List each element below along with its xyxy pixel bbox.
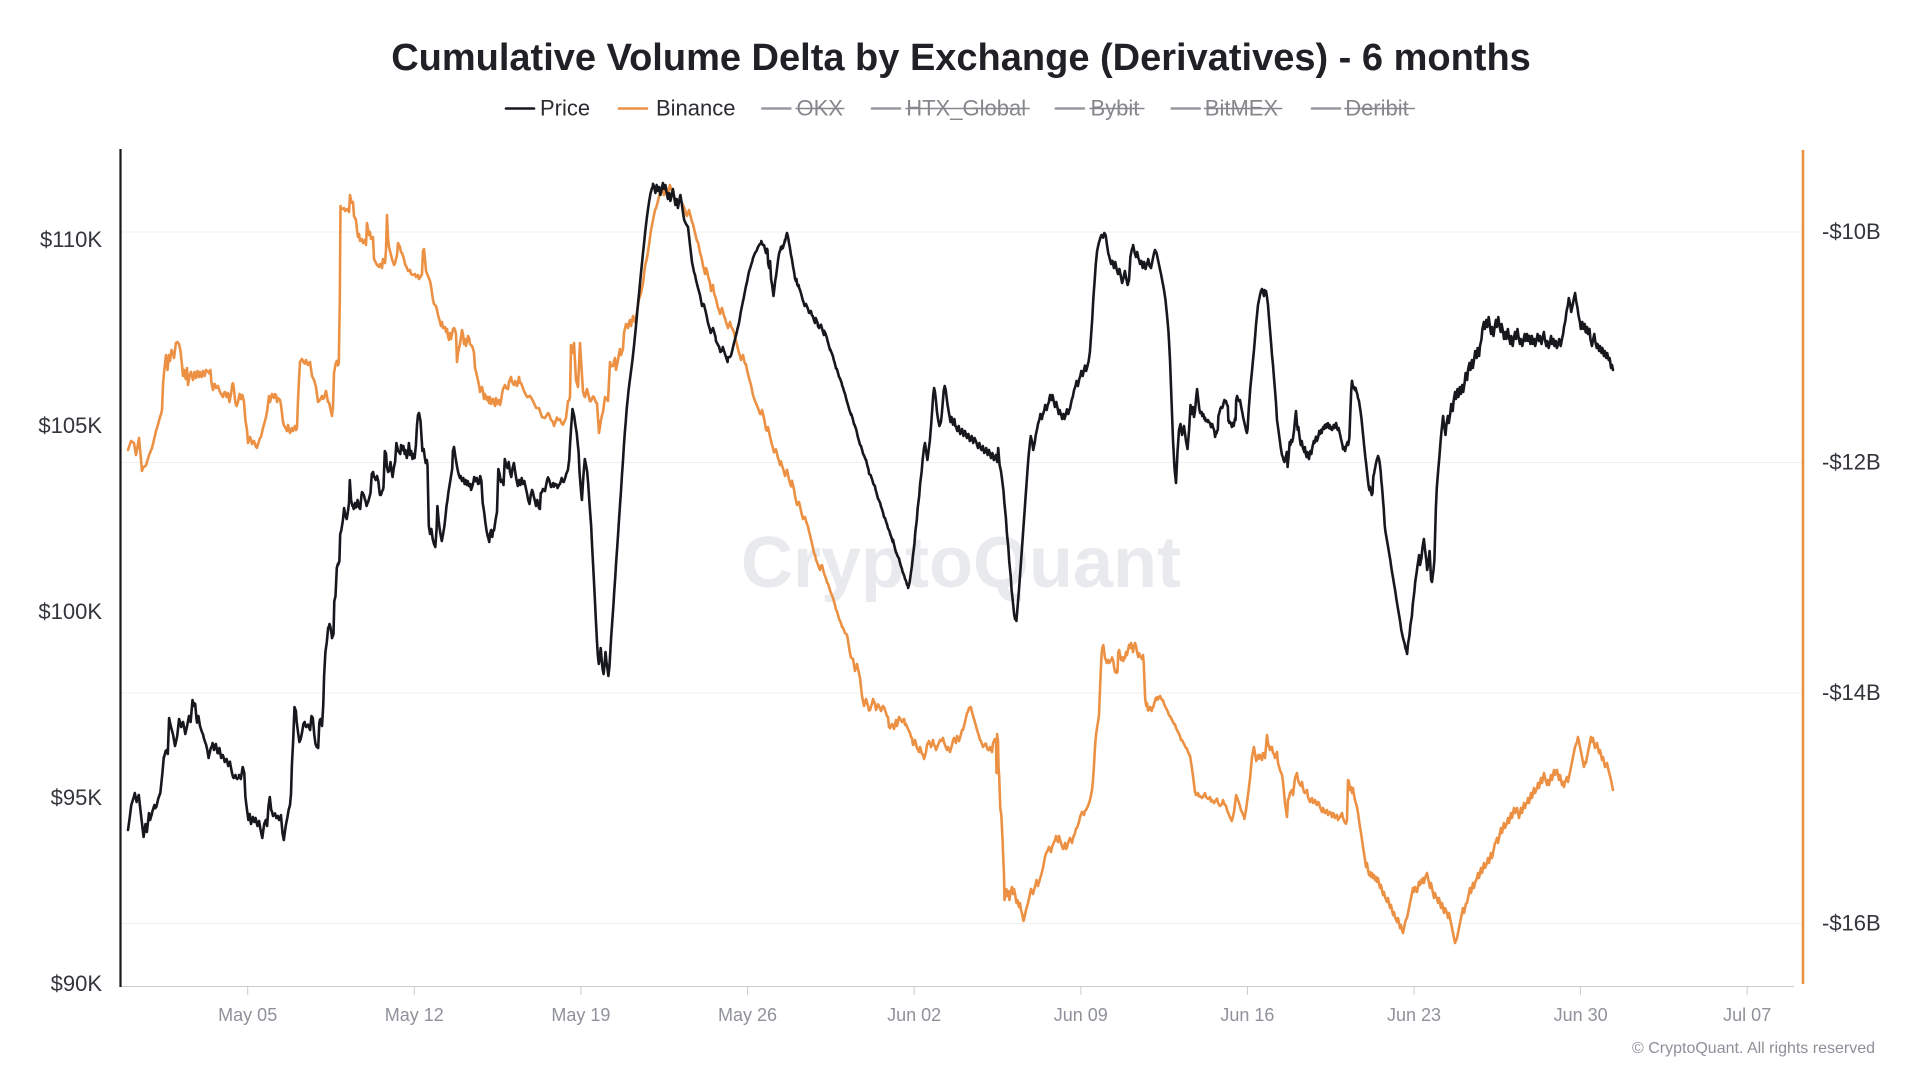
svg-text:Jun 02: Jun 02 <box>887 1005 941 1025</box>
svg-text:Price: Price <box>540 96 590 121</box>
svg-text:Jul 07: Jul 07 <box>1723 1005 1771 1025</box>
svg-text:-$14B: -$14B <box>1822 680 1881 705</box>
svg-text:May 19: May 19 <box>551 1005 610 1025</box>
svg-text:Jun 09: Jun 09 <box>1054 1005 1108 1025</box>
svg-text:-$16B: -$16B <box>1822 911 1881 936</box>
svg-text:Jun 30: Jun 30 <box>1554 1005 1608 1025</box>
svg-text:Binance: Binance <box>656 96 736 121</box>
svg-text:$105K: $105K <box>38 413 102 438</box>
svg-text:CryptoQuant: CryptoQuant <box>741 523 1181 603</box>
svg-text:$100K: $100K <box>38 599 102 624</box>
svg-text:-$12B: -$12B <box>1822 450 1881 475</box>
svg-text:Jun 23: Jun 23 <box>1387 1005 1441 1025</box>
svg-text:-$10B: -$10B <box>1822 219 1881 244</box>
svg-text:May 12: May 12 <box>385 1005 444 1025</box>
svg-text:May 05: May 05 <box>218 1005 277 1025</box>
svg-text:$90K: $90K <box>51 971 103 996</box>
svg-text:© CryptoQuant. All rights rese: © CryptoQuant. All rights reserved <box>1632 1040 1875 1057</box>
svg-text:Cumulative Volume Delta by Exc: Cumulative Volume Delta by Exchange (Der… <box>391 37 1531 79</box>
svg-text:Jun 16: Jun 16 <box>1220 1005 1274 1025</box>
svg-text:May 26: May 26 <box>718 1005 777 1025</box>
svg-text:$110K: $110K <box>40 227 102 252</box>
svg-text:$95K: $95K <box>51 785 103 810</box>
